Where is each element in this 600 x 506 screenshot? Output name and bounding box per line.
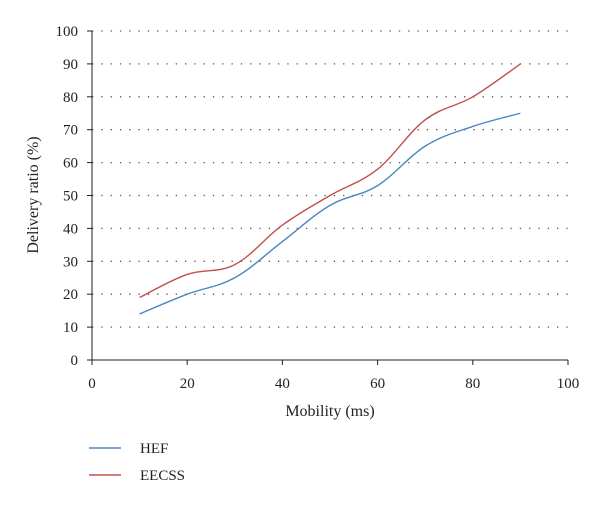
y-tick-label: 0 — [71, 353, 79, 369]
y-tick-label: 60 — [63, 156, 78, 172]
y-tick-label: 100 — [56, 24, 79, 40]
y-axis-label: Delivery ratio (%) — [25, 136, 42, 253]
y-tick-label: 20 — [63, 287, 78, 303]
x-tick-label: 60 — [370, 376, 385, 392]
legend-label-hef: HEF — [140, 441, 168, 457]
x-tick-label: 100 — [557, 376, 580, 392]
y-tick-label: 80 — [63, 90, 78, 106]
y-tick-label: 50 — [63, 189, 78, 205]
series-line-eecss — [139, 63, 521, 299]
y-tick-label: 10 — [63, 320, 78, 336]
legend: HEF EECSS — [89, 441, 185, 484]
x-tick-label: 40 — [275, 376, 290, 392]
y-tick-label: 90 — [63, 57, 78, 73]
y-tick-label: 40 — [63, 221, 78, 237]
x-tick-label: 0 — [88, 376, 96, 392]
series-lines — [139, 63, 521, 315]
x-tick-label: 20 — [180, 376, 195, 392]
y-axis-ticks: 0 10 20 30 40 50 60 70 80 90 100 — [56, 24, 92, 369]
x-axis-ticks: 0 20 40 60 80 100 — [88, 360, 579, 392]
y-tick-label: 30 — [63, 254, 78, 270]
x-axis-label: Mobility (ms) — [285, 403, 374, 420]
grid — [92, 30, 568, 328]
series-line-hef — [139, 112, 521, 315]
y-tick-label: 70 — [63, 123, 78, 139]
x-tick-label: 80 — [465, 376, 480, 392]
legend-label-eecss: EECSS — [140, 468, 185, 484]
